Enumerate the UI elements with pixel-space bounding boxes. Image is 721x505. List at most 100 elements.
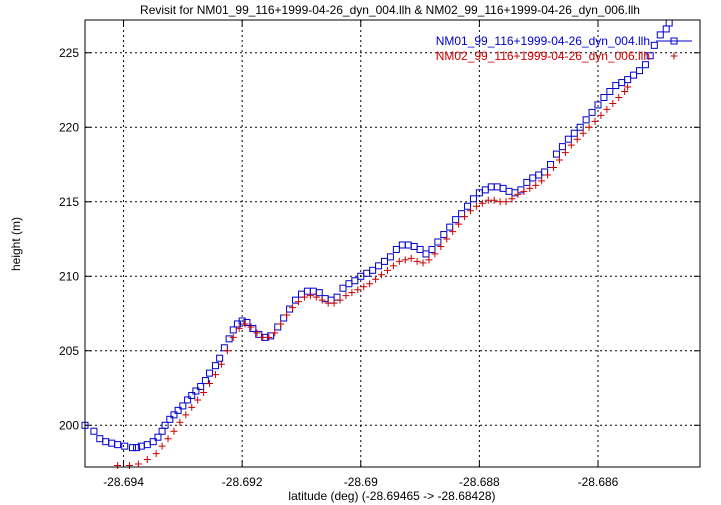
data-point [594, 101, 602, 109]
data-point [579, 129, 587, 137]
data-point [609, 99, 617, 107]
data-point [650, 41, 658, 49]
data-point [192, 387, 200, 395]
data-point [345, 280, 353, 288]
data-point [600, 93, 608, 101]
data-point [220, 344, 228, 352]
data-point [333, 293, 341, 301]
legend-label-nm02: NM02_99_116+1999-04-26_dyn_006.llh [436, 49, 650, 63]
legend-label-nm01: NM01_99_116+1999-04-26_dyn_004.llh [436, 34, 650, 48]
data-point [410, 242, 418, 250]
data-point [591, 117, 599, 125]
data-point [615, 93, 623, 101]
data-point [665, 19, 673, 27]
data-point [306, 292, 314, 300]
data-point [461, 213, 469, 221]
data-point [375, 262, 383, 270]
data-point [413, 257, 421, 265]
data-point [184, 396, 192, 404]
data-point [383, 266, 391, 274]
data-point [621, 88, 629, 96]
data-point [143, 441, 151, 449]
data-point [573, 135, 581, 143]
data-point [490, 196, 498, 204]
data-point [283, 311, 291, 319]
data-point [378, 271, 386, 279]
data-point [416, 245, 424, 253]
data-point [570, 129, 578, 137]
data-point [481, 186, 489, 194]
data-point [229, 333, 237, 341]
data-point [612, 82, 620, 90]
data-point [114, 462, 122, 470]
data-point [292, 296, 300, 304]
data-point [538, 177, 546, 185]
data-point [449, 228, 457, 236]
data-point [517, 186, 525, 194]
data-point [407, 254, 415, 262]
data-point [484, 196, 492, 204]
y-tick-label: 210 [59, 269, 79, 283]
data-point [164, 435, 172, 443]
data-point [547, 161, 555, 169]
data-point [529, 174, 537, 182]
data-point [561, 149, 569, 157]
data-point [558, 143, 566, 151]
data-point [434, 238, 442, 246]
data-point [499, 184, 507, 192]
data-point [440, 231, 448, 239]
legend-sample-nm02 [670, 52, 678, 60]
x-tick-label: -28.692 [222, 475, 263, 489]
data-point [128, 444, 136, 452]
data-point [174, 406, 182, 414]
x-tick-label: -28.694 [103, 475, 144, 489]
data-point [428, 245, 436, 253]
data-point [194, 396, 202, 404]
data-point [443, 235, 451, 243]
data-point [523, 178, 531, 186]
data-point [280, 314, 288, 322]
data-point [179, 402, 187, 410]
data-point [154, 433, 162, 441]
data-point [624, 76, 632, 84]
data-point [188, 403, 196, 411]
data-point [487, 183, 495, 191]
data-point [241, 320, 249, 328]
data-point [200, 389, 208, 396]
data-point [324, 299, 332, 307]
data-point [211, 362, 219, 370]
axis-ticks [85, 20, 700, 467]
data-point [392, 245, 400, 253]
data-point [662, 25, 670, 33]
data-point [555, 156, 563, 164]
data-point [544, 171, 552, 179]
data-point [315, 289, 323, 297]
data-point [520, 187, 528, 195]
data-point [606, 88, 614, 96]
data-point [312, 293, 320, 301]
data-point [469, 195, 477, 203]
data-point [247, 323, 255, 331]
data-point [564, 135, 572, 143]
data-point [211, 371, 219, 379]
data-point [152, 450, 160, 458]
data-point [330, 299, 338, 307]
data-point [646, 52, 654, 60]
data-point [526, 184, 534, 192]
data-point [496, 198, 504, 206]
data-point [466, 207, 474, 215]
data-point [249, 324, 257, 332]
data-point [348, 289, 356, 297]
data-point [464, 202, 472, 210]
data-point [133, 444, 141, 452]
data-point [395, 257, 403, 265]
data-point [300, 293, 308, 301]
data-point [354, 286, 362, 294]
data-point [108, 439, 116, 447]
data-point [437, 242, 445, 250]
data-point [603, 105, 611, 113]
data-point [372, 275, 380, 283]
data-point [253, 329, 261, 337]
data-point [102, 438, 110, 446]
